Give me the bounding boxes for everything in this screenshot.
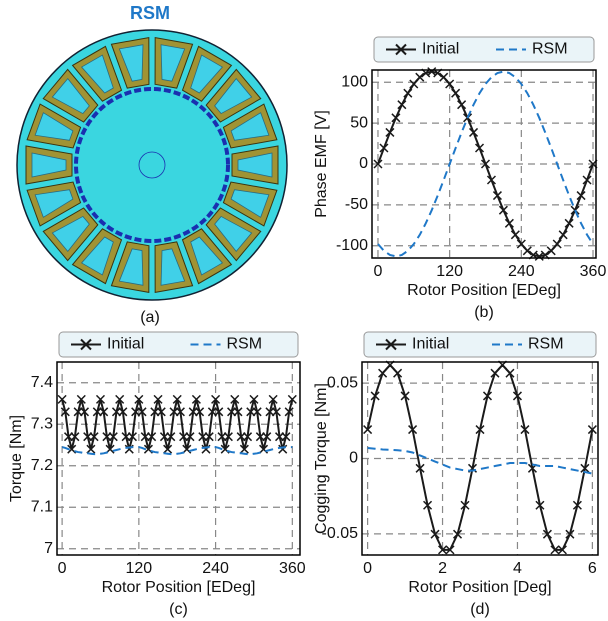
plot-area [57,362,300,555]
x-tick-label: 0 [374,263,383,280]
legend-label: RSM [227,336,263,353]
legend-label: Initial [107,336,144,353]
caption: (b) [474,304,494,321]
y-tick-label: 100 [341,73,368,90]
x-tick-label: 0 [363,560,372,577]
x-axis-label: Rotor Position [EDeg] [407,282,561,299]
x-tick-label: 120 [436,263,463,280]
y-tick-label: 0 [349,450,358,467]
x-tick-label: 2 [438,560,447,577]
y-tick-label: 0.05 [327,374,358,391]
x-tick-label: 360 [580,263,607,280]
y-tick-label: 0 [359,155,368,172]
x-tick-label: 0 [58,560,67,577]
figure: RSM (a) -100-500501000120240360Rotor Pos… [0,0,608,621]
y-tick-label: 50 [350,114,368,131]
y-axis-label: Phase EMF [V] [313,110,330,218]
x-tick-label: 6 [588,560,597,577]
y-tick-label: 7 [44,540,53,557]
fea-image [17,30,287,300]
y-tick-label: 7.1 [31,498,53,515]
y-tick-label: 7.3 [31,415,53,432]
x-tick-label: 120 [126,560,153,577]
y-tick-label: 7.2 [31,457,53,474]
page: RSM (a) -100-500501000120240360Rotor Pos… [0,0,608,621]
x-tick-label: 240 [508,263,535,280]
y-axis-label: Cogging Torque [Nm] [313,383,330,534]
x-axis-label: Rotor Position [EDeg] [102,579,256,596]
caption: (d) [470,601,490,618]
plot-area [362,362,598,555]
y-tick-label: 7.4 [31,374,53,391]
legend-label: Initial [412,336,449,353]
x-tick-label: 360 [279,560,306,577]
x-axis-label: Rotor Position [Deg] [408,579,551,596]
y-tick-label: -100 [336,237,368,254]
y-axis-label: Torque [Nm] [8,415,25,502]
legend-label: RSM [532,41,568,58]
rotor [76,89,228,241]
legend-label: RSM [528,336,564,353]
legend-label: Initial [422,41,459,58]
y-tick-label: -50 [345,196,368,213]
caption: (c) [169,601,188,618]
panel-title: RSM [130,3,170,23]
x-tick-label: 4 [513,560,522,577]
x-tick-label: 240 [202,560,229,577]
caption: (a) [140,309,160,326]
